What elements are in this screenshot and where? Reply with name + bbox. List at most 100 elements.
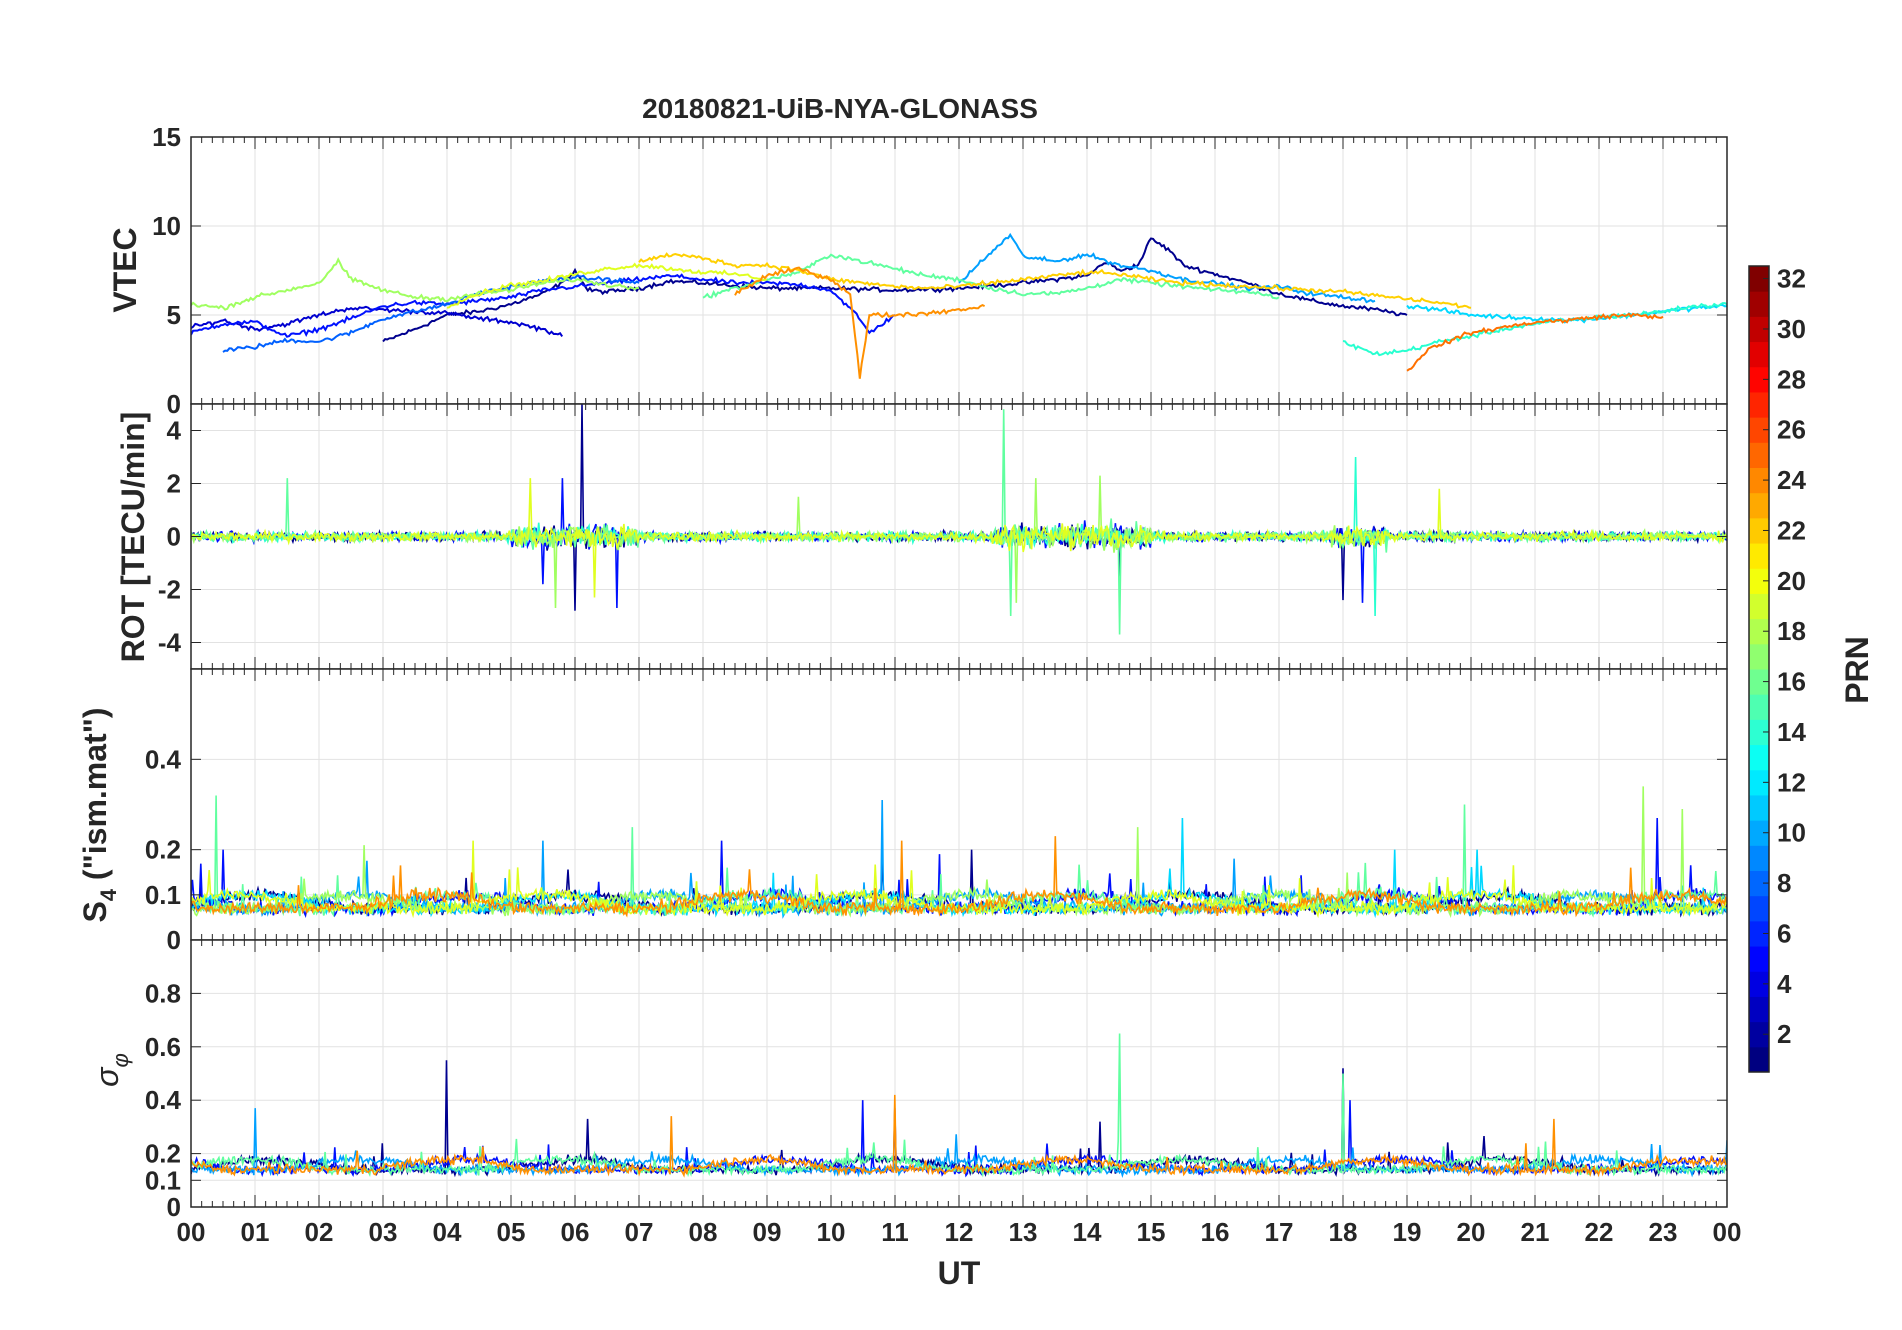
x-tick-label: 11 xyxy=(881,1217,909,1247)
y-tick-label: -2 xyxy=(158,575,181,605)
x-tick-label: 04 xyxy=(433,1217,462,1247)
colorbar-tick-label: 20 xyxy=(1777,566,1806,596)
x-tick-label: 19 xyxy=(1393,1217,1422,1247)
y-tick-label: 10 xyxy=(152,211,181,241)
x-tick-label: 14 xyxy=(1073,1217,1102,1247)
y-tick-label: 0.1 xyxy=(145,880,181,910)
x-tick-label: 12 xyxy=(945,1217,974,1247)
y-axis-label-main: σ xyxy=(89,1066,125,1087)
colorbar-segment xyxy=(1749,543,1769,569)
colorbar-tick-label: 18 xyxy=(1777,616,1806,646)
y-axis-label-main: S xyxy=(77,901,113,922)
y-tick-label: 0.4 xyxy=(145,1085,182,1115)
colorbar-segment xyxy=(1749,442,1769,468)
y-axis-label-sub: 4 xyxy=(96,888,121,901)
colorbar-segment xyxy=(1749,870,1769,897)
x-tick-label: 18 xyxy=(1329,1217,1358,1247)
colorbar-segment xyxy=(1749,643,1769,670)
panel-vtec: 0 5 10 15 VTEC xyxy=(107,122,1728,419)
colorbar-segment xyxy=(1749,971,1769,997)
colorbar-segment xyxy=(1749,669,1769,695)
colorbar-tick-label: 26 xyxy=(1777,415,1806,445)
colorbar-segment xyxy=(1749,769,1769,796)
s4-series-prn-19 xyxy=(191,840,1727,919)
y-tick-label: 0 xyxy=(167,1192,181,1222)
colorbar-segment xyxy=(1749,845,1769,871)
y-tick-label: 0.1 xyxy=(145,1165,181,1195)
vtec-series-prn-9 xyxy=(958,232,1376,304)
colorbar-tick-label: 30 xyxy=(1777,314,1806,344)
y-tick-label: -4 xyxy=(158,628,182,658)
colorbar-tick-label: 28 xyxy=(1777,364,1806,394)
x-tick-label: 15 xyxy=(1137,1217,1166,1247)
x-tick-label: 03 xyxy=(369,1217,398,1247)
colorbar-segment xyxy=(1749,996,1769,1023)
sigma_phi-series-prn-1 xyxy=(191,1060,1727,1178)
colorbar-tick-label: 16 xyxy=(1777,667,1806,697)
vtec-series-prn-17 xyxy=(191,257,640,311)
x-tick-label: 00 xyxy=(1713,1217,1742,1247)
colorbar-tick-label: 2 xyxy=(1777,1019,1791,1049)
colorbar-tick-label: 32 xyxy=(1777,264,1806,294)
y-tick-label: 0 xyxy=(167,522,181,552)
y-axis-label: ROT [TECU/min] xyxy=(115,412,151,663)
colorbar-segment xyxy=(1749,820,1769,846)
colorbar-tick-label: 4 xyxy=(1777,969,1792,999)
sigma_phi-series-prn-15 xyxy=(191,1033,1727,1178)
series-group xyxy=(191,1033,1727,1178)
colorbar-segment xyxy=(1749,744,1769,771)
colorbar-segment xyxy=(1749,1021,1769,1048)
vtec-series-prn-23 xyxy=(734,266,986,379)
series-group xyxy=(191,786,1727,919)
vtec-series-prn-15 xyxy=(702,253,1280,300)
y-tick-label: 0.2 xyxy=(145,835,181,865)
x-tick-label: 20 xyxy=(1457,1217,1486,1247)
y-tick-label: 0.2 xyxy=(145,1139,181,1169)
s4-series-prn-23 xyxy=(191,836,1727,918)
colorbar-tick-label: 14 xyxy=(1777,717,1806,747)
colorbar-tick-label: 24 xyxy=(1777,465,1806,495)
x-tick-label: 08 xyxy=(689,1217,718,1247)
colorbar-segment xyxy=(1749,517,1769,544)
y-tick-label: 15 xyxy=(152,122,181,152)
y-tick-label: 0.8 xyxy=(145,978,181,1008)
x-tick-label: 22 xyxy=(1585,1217,1614,1247)
colorbar-segment xyxy=(1749,1046,1769,1073)
y-tick-label: 5 xyxy=(167,300,181,330)
vtec-series-prn-1 xyxy=(382,237,1408,343)
minor-ticks xyxy=(190,940,1728,1207)
series-group xyxy=(191,232,1727,379)
rot-series-prn-19 xyxy=(191,478,1727,598)
colorbar-segment xyxy=(1749,417,1769,443)
colorbar-segment xyxy=(1749,266,1769,292)
x-tick-label: 23 xyxy=(1649,1217,1678,1247)
colorbar-segment xyxy=(1749,391,1769,418)
colorbar-segment xyxy=(1749,920,1769,947)
x-tick-label: 13 xyxy=(1009,1217,1038,1247)
sigma_phi-series-prn-23 xyxy=(191,1094,1727,1178)
x-tick-label: 17 xyxy=(1265,1217,1294,1247)
panel-sigma-phi: 00.10.2 0.4 0.6 0.8 σφ 00 01 02 03 04 05 06 07 08 09 10… xyxy=(89,939,1742,1247)
vtec-series-prn-3 xyxy=(191,305,564,337)
y-axis-label: VTEC xyxy=(107,227,143,312)
colorbar-segment xyxy=(1749,467,1769,494)
colorbar-segment xyxy=(1749,694,1769,720)
y-axis-label: S4 ("ism.mat") xyxy=(77,707,121,922)
colorbar-segment xyxy=(1749,366,1769,393)
minor-ticks xyxy=(190,669,1728,940)
minor-ticks xyxy=(190,404,1728,669)
y-axis-label-sub: φ xyxy=(108,1053,133,1067)
series-group xyxy=(191,404,1727,635)
panel-rot: -4 -2 0 2 4 ROT [TECU/min] xyxy=(115,403,1728,670)
vtec-series-prn-19 xyxy=(446,262,768,309)
minor-ticks xyxy=(190,137,1728,404)
vtec-series-prn-24 xyxy=(1406,312,1664,372)
vtec-series-prn-13 xyxy=(1342,302,1727,357)
y-axis-label-rest: ("ism.mat") xyxy=(77,707,113,888)
colorbar-segment xyxy=(1749,895,1769,922)
x-tick-label: 16 xyxy=(1201,1217,1230,1247)
colorbar-tick-label: 10 xyxy=(1777,818,1806,848)
colorbar-segment xyxy=(1749,492,1769,519)
